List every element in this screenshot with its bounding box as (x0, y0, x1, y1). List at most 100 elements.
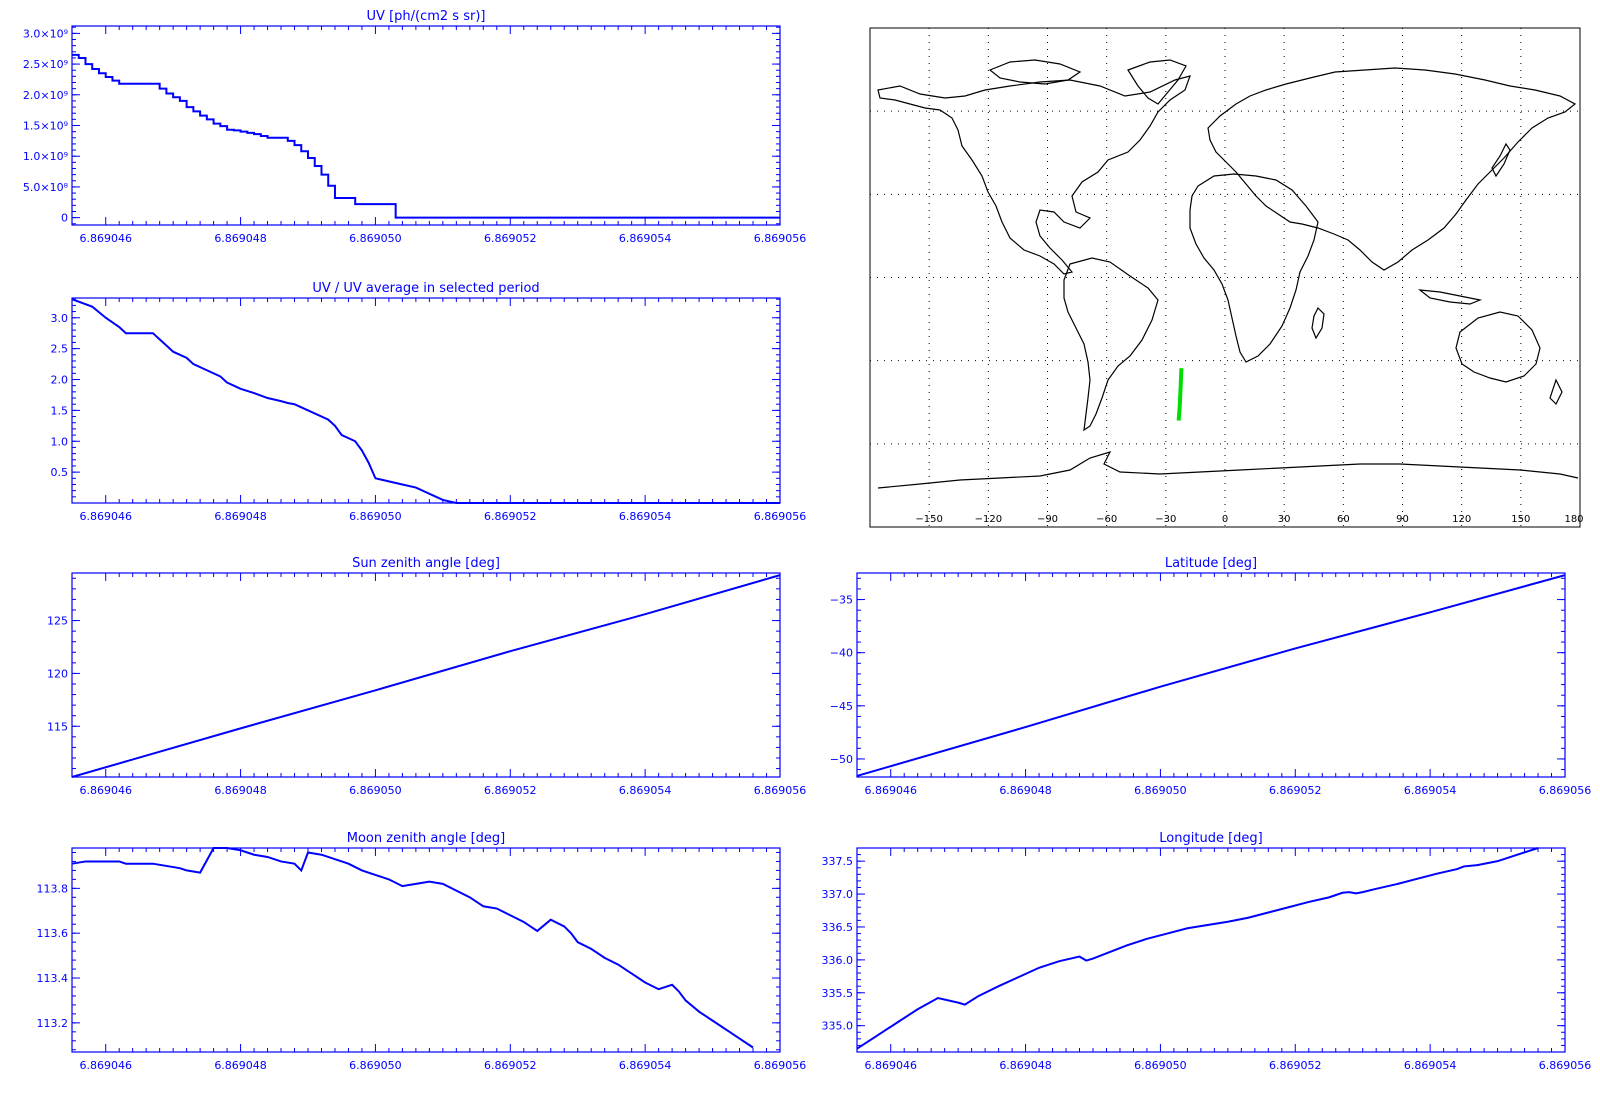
y-tick-label: 3.0×10⁹ (23, 27, 68, 40)
x-tick-label: 6.869054 (619, 232, 672, 245)
x-tick-label: 6.869046 (79, 510, 132, 523)
map-lon-label: −30 (1155, 514, 1176, 525)
australia-outline (1455, 311, 1541, 383)
y-tick-label: 115 (47, 720, 68, 733)
africa-outline (1189, 173, 1319, 363)
map-lon-label: 150 (1511, 514, 1530, 525)
y-tick-label: −50 (830, 753, 853, 766)
y-tick-label: 2.0×10⁹ (23, 89, 68, 102)
y-tick-label: 113.4 (37, 972, 69, 985)
x-tick-label: 6.869056 (754, 1059, 807, 1072)
x-tick-label: 6.869048 (999, 784, 1052, 797)
japan-outline (1491, 142, 1511, 178)
uv-panel: UV [ph/(cm2 s sr)] 6.869046 6.869048 6.8690… (23, 9, 806, 245)
new-zealand-outline (1549, 378, 1563, 406)
chart-title: Latitude [deg] (1165, 556, 1257, 571)
series-line (71, 298, 780, 504)
map-lon-label: 30 (1278, 514, 1291, 525)
south-america-outline (1063, 257, 1159, 432)
chart-title: Sun zenith angle [deg] (352, 556, 500, 571)
y-tick-label: 120 (47, 667, 68, 680)
map-lon-label: −90 (1037, 514, 1058, 525)
latitude-panel: Latitude [deg] 6.869046 6.869048 6.869050 6.… (830, 556, 1591, 797)
x-tick-label: 6.869046 (79, 784, 132, 797)
uv-ratio-panel: UV / UV average in selected period 6.8690… (51, 281, 807, 523)
x-tick-label: 6.869054 (619, 1059, 672, 1072)
chart-title: Moon zenith angle [deg] (347, 831, 505, 846)
x-tick-label: 6.869056 (754, 232, 807, 245)
plot-frame (71, 847, 781, 1053)
x-tick-label: 6.869056 (1539, 784, 1592, 797)
y-tick-label: 335.5 (822, 987, 854, 1000)
greenland-outline (1127, 59, 1187, 105)
x-tick-label: 6.869050 (349, 510, 402, 523)
map-lon-label: 60 (1337, 514, 1350, 525)
y-tick-label: 0.5 (51, 466, 69, 479)
chart-title: Longitude [deg] (1159, 831, 1262, 846)
x-tick-label: 6.869048 (214, 510, 267, 523)
map-lon-label: 120 (1452, 514, 1471, 525)
world-map-panel: −150 −120 −90 −60 −30 0 30 60 90 120 150 180 (869, 27, 1584, 528)
y-tick-label: 1.5 (51, 404, 69, 417)
y-tick-label: 113.8 (37, 882, 69, 895)
x-tick-label: 6.869052 (484, 510, 537, 523)
sun-zenith-panel: Sun zenith angle [deg] 6.869046 6.869048 6.… (47, 556, 806, 797)
series-line (71, 574, 781, 778)
y-tick-label: 113.2 (37, 1017, 69, 1030)
map-lon-label: 180 (1564, 514, 1583, 525)
madagascar-outline (1311, 306, 1325, 340)
indonesia-outline (1418, 289, 1483, 305)
y-tick-label: 336.5 (822, 921, 854, 934)
y-tick-label: 1.0×10⁹ (23, 150, 68, 163)
x-tick-label: 6.869050 (1134, 784, 1187, 797)
x-tick-label: 6.869054 (1404, 784, 1457, 797)
satellite-track (1176, 368, 1184, 421)
y-tick-label: 2.0 (51, 374, 69, 387)
y-tick-label: 2.5 (51, 343, 69, 356)
y-tick-label: 2.5×10⁹ (23, 58, 68, 71)
chart-title: UV [ph/(cm2 s sr)] (367, 9, 486, 24)
y-tick-label: 1.0 (51, 435, 69, 448)
y-tick-label: 3.0 (51, 312, 69, 325)
x-tick-label: 6.869046 (79, 232, 132, 245)
series-line (72, 53, 780, 219)
y-tick-label: −45 (830, 700, 853, 713)
y-tick-label: 337.5 (822, 855, 854, 868)
x-tick-label: 6.869052 (1269, 784, 1322, 797)
x-tick-label: 6.869048 (214, 784, 267, 797)
map-lon-label: −120 (975, 514, 1002, 525)
longitude-panel: Longitude [deg] 6.869046 6.869048 6.869050 6… (822, 831, 1592, 1072)
x-tick-label: 6.869052 (484, 1059, 537, 1072)
map-lon-label: 0 (1222, 514, 1228, 525)
map-lon-label: 90 (1396, 514, 1409, 525)
x-tick-label: 6.869046 (864, 1059, 917, 1072)
x-tick-label: 6.869048 (999, 1059, 1052, 1072)
x-tick-label: 6.869056 (754, 784, 807, 797)
y-tick-label: 336.0 (822, 954, 854, 967)
arctic-islands-outline (988, 59, 1082, 85)
y-tick-label: 337.0 (822, 888, 854, 901)
x-tick-label: 6.869054 (1404, 1059, 1457, 1072)
y-tick-label: 125 (47, 615, 68, 628)
moon-zenith-panel: Moon zenith angle [deg] 6.869046 6.869048 6… (37, 831, 807, 1072)
x-tick-label: 6.869050 (1134, 1059, 1187, 1072)
x-tick-label: 6.869046 (79, 1059, 132, 1072)
x-tick-label: 6.869046 (864, 784, 917, 797)
continent-outlines (877, 59, 1579, 489)
plot-frame (71, 297, 781, 504)
y-tick-label: 113.6 (37, 927, 69, 940)
y-tick-label: 0 (61, 212, 68, 225)
y-tick-label: 335.0 (822, 1020, 854, 1033)
y-tick-label: −35 (830, 594, 853, 607)
chart-title: UV / UV average in selected period (312, 281, 539, 296)
x-tick-label: 6.869048 (214, 1059, 267, 1072)
plot-frame (856, 847, 1566, 1053)
x-tick-label: 6.869054 (619, 784, 672, 797)
x-tick-label: 6.869050 (349, 784, 402, 797)
plot-frame (856, 572, 1566, 778)
x-tick-label: 6.869056 (754, 510, 807, 523)
north-america-outline (877, 75, 1191, 275)
x-tick-label: 6.869050 (349, 232, 402, 245)
series-line (856, 574, 1566, 777)
